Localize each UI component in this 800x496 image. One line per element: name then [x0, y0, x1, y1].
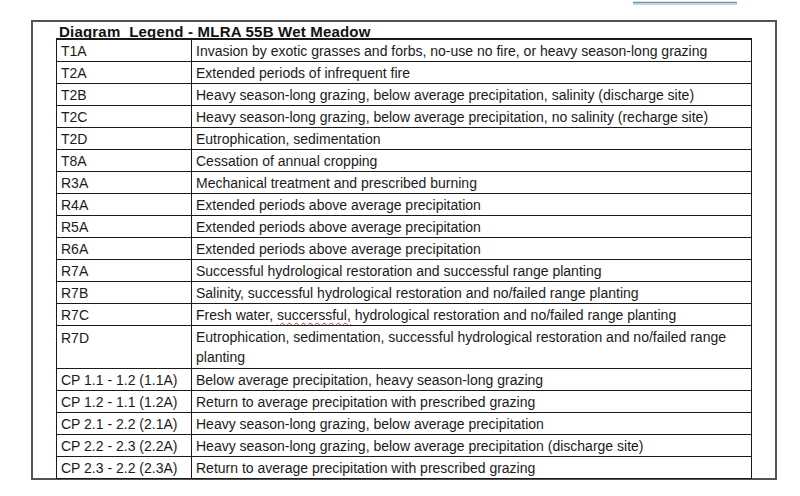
- table-row: R3A Mechanical treatment and prescribed …: [57, 172, 752, 194]
- top-right-line: [633, 1, 737, 5]
- legend-desc-cell: Extended periods above average precipita…: [192, 194, 752, 216]
- legend-desc-cell: Eutrophication, sedimentation, successfu…: [192, 326, 752, 369]
- legend-code-cell: R7B: [57, 282, 192, 304]
- legend-desc-cell: Below average precipitation, heavy seaso…: [192, 369, 752, 391]
- table-row: R7B Salinity, successful hydrological re…: [57, 282, 752, 304]
- legend-code-cell: T2C: [57, 106, 192, 128]
- legend-desc-cell: Extended periods above average precipita…: [192, 216, 752, 238]
- legend-desc-cell: Heavy season-long grazing, below average…: [192, 413, 752, 435]
- legend-code-cell: R4A: [57, 194, 192, 216]
- table-row: T2B Heavy season-long grazing, below ave…: [57, 84, 752, 106]
- misspelled-word: succerssful,: [277, 307, 351, 323]
- legend-desc-cell: Mechanical treatment and prescribed burn…: [192, 172, 752, 194]
- table-row: R7C Fresh water, succerssful, hydrologic…: [57, 304, 752, 326]
- legend-table: T1A Invasion by exotic grasses and forbs…: [56, 38, 752, 479]
- table-row: CP 2.1 - 2.2 (2.1A) Heavy season-long gr…: [57, 413, 752, 435]
- legend-code-cell: T2D: [57, 128, 192, 150]
- legend-desc-cell: Return to average precipitation with pre…: [192, 391, 752, 413]
- legend-desc-cell: Extended periods of infrequent fire: [192, 62, 752, 84]
- legend-desc-cell: Fresh water, succerssful, hydrological r…: [192, 304, 752, 326]
- table-row: R6A Extended periods above average preci…: [57, 238, 752, 260]
- legend-code-cell: CP 2.2 - 2.3 (2.2A): [57, 435, 192, 457]
- legend-desc-cell: Return to average precipitation with pre…: [192, 457, 752, 479]
- legend-desc-cell: Eutrophication, sedimentation: [192, 128, 752, 150]
- legend-code-cell: R3A: [57, 172, 192, 194]
- legend-desc-cell: Extended periods above average precipita…: [192, 238, 752, 260]
- legend-desc-cell: Heavy season-long grazing, below average…: [192, 435, 752, 457]
- table-row: R5A Extended periods above average preci…: [57, 216, 752, 238]
- legend-code-cell: T8A: [57, 150, 192, 172]
- table-row: R4A Extended periods above average preci…: [57, 194, 752, 216]
- desc-text: hydrological restoration and no/failed r…: [351, 307, 676, 323]
- legend-code-cell: CP 1.1 - 1.2 (1.1A): [57, 369, 192, 391]
- legend-code-cell: T2A: [57, 62, 192, 84]
- legend-desc-cell: Successful hydrological restoration and …: [192, 260, 752, 282]
- legend-code-cell: CP 2.3 - 2.2 (2.3A): [57, 457, 192, 479]
- table-row: T8A Cessation of annual cropping: [57, 150, 752, 172]
- legend-code-cell: R5A: [57, 216, 192, 238]
- legend-desc-cell: Heavy season-long grazing, below average…: [192, 84, 752, 106]
- legend-code-cell: CP 1.2 - 1.1 (1.2A): [57, 391, 192, 413]
- legend-desc-cell: Salinity, successful hydrological restor…: [192, 282, 752, 304]
- legend-code-cell: R6A: [57, 238, 192, 260]
- desc-text: Fresh water,: [196, 307, 277, 323]
- table-row: CP 2.3 - 2.2 (2.3A) Return to average pr…: [57, 457, 752, 479]
- table-row: CP 1.2 - 1.1 (1.2A) Return to average pr…: [57, 391, 752, 413]
- table-row: CP 2.2 - 2.3 (2.2A) Heavy season-long gr…: [57, 435, 752, 457]
- legend-code-cell: R7A: [57, 260, 192, 282]
- table-row: T2D Eutrophication, sedimentation: [57, 128, 752, 150]
- legend-desc-cell: Heavy season-long grazing, below average…: [192, 106, 752, 128]
- legend-code-cell: R7C: [57, 304, 192, 326]
- table-row: CP 1.1 - 1.2 (1.1A) Below average precip…: [57, 369, 752, 391]
- outer-frame: Diagram Legend - MLRA 55B Wet Meadow T1A…: [31, 20, 777, 480]
- table-row: T2A Extended periods of infrequent fire: [57, 62, 752, 84]
- legend-desc-cell: Invasion by exotic grasses and forbs, no…: [192, 39, 752, 62]
- legend-desc-cell: Cessation of annual cropping: [192, 150, 752, 172]
- legend-code-cell: CP 2.1 - 2.2 (2.1A): [57, 413, 192, 435]
- table-row: T1A Invasion by exotic grasses and forbs…: [57, 39, 752, 62]
- table-row: R7A Successful hydrological restoration …: [57, 260, 752, 282]
- legend-code-cell: T1A: [57, 39, 192, 62]
- legend-code-cell: T2B: [57, 84, 192, 106]
- table-row: T2C Heavy season-long grazing, below ave…: [57, 106, 752, 128]
- table-row: R7D Eutrophication, sedimentation, succe…: [57, 326, 752, 369]
- legend-code-cell: R7D: [57, 326, 192, 369]
